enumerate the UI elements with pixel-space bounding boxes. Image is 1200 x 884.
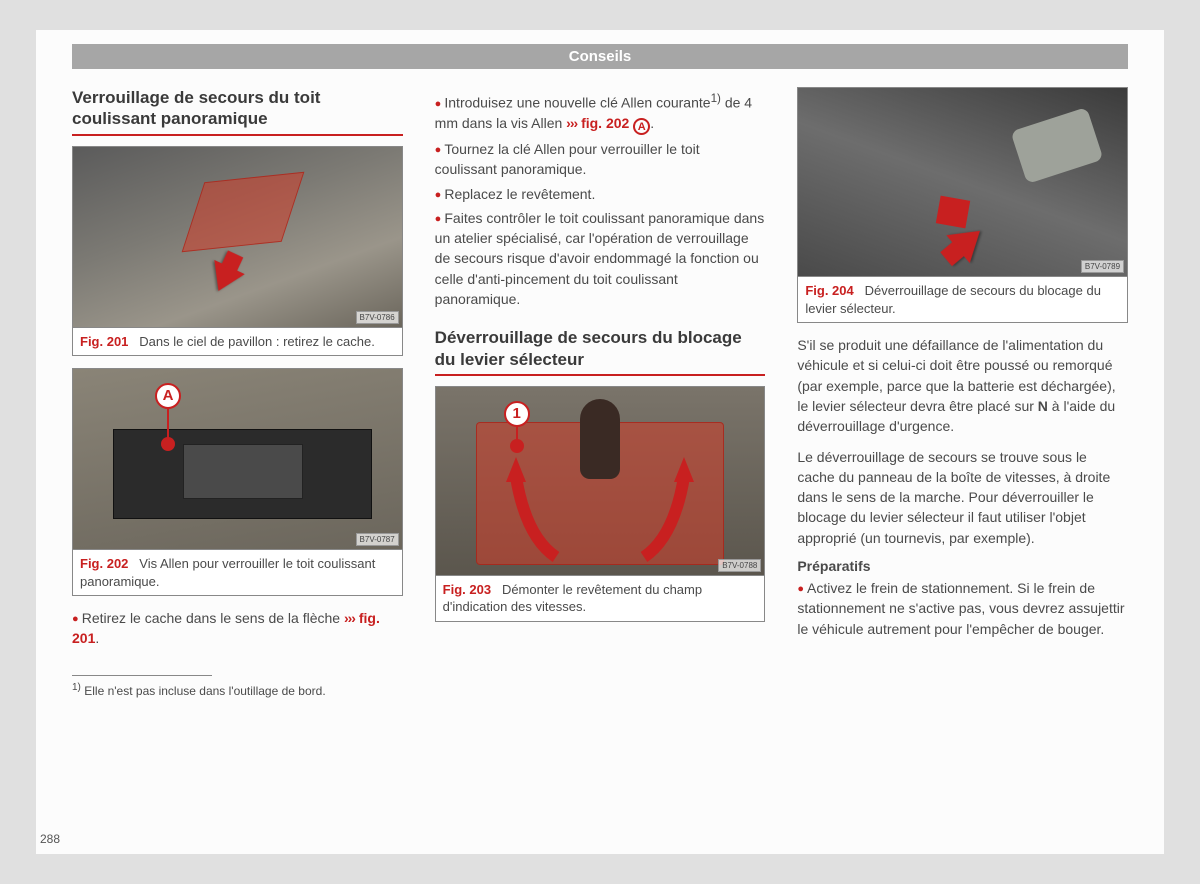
section-header: Conseils <box>72 44 1128 69</box>
content-columns: Verrouillage de secours du toit coulissa… <box>72 87 1128 698</box>
figure-203-image: 1 B7V-0788 <box>436 387 765 575</box>
col2-b1-ref: fig. 202 <box>581 115 629 131</box>
page-number: 288 <box>40 832 60 846</box>
figure-204-image: B7V-0789 <box>798 88 1127 276</box>
col3-subhead: Préparatifs <box>797 558 1128 574</box>
col2-bullet-4: Faites contrôler le toit coulissant pano… <box>435 208 766 309</box>
manual-page: Conseils Verrouillage de secours du toit… <box>36 30 1164 854</box>
col2-b1-marker: A <box>633 118 650 135</box>
figure-201: B7V-0786 Fig. 201 Dans le ciel de pavill… <box>72 146 403 357</box>
col2-bullet-1: Introduisez une nouvelle clé Allen coura… <box>435 91 766 135</box>
figure-202-label: Fig. 202 <box>80 556 128 571</box>
footnote-text: Elle n'est pas incluse dans l'outillage … <box>84 684 325 698</box>
col3-p1-bold: N <box>1038 398 1048 414</box>
figure-201-image: B7V-0786 <box>73 147 402 327</box>
gear-knob-icon <box>580 399 620 479</box>
figure-201-id: B7V-0786 <box>356 311 399 324</box>
figure-203-marker: 1 <box>504 401 530 427</box>
ref-arrow-icon: ››› <box>344 610 355 626</box>
figure-202-marker: A <box>155 383 181 409</box>
figure-201-label: Fig. 201 <box>80 334 128 349</box>
figure-203: 1 B7V-0788 Fig. 203 D <box>435 386 766 622</box>
col3-para-1: S'il se produit une défaillance de l'ali… <box>797 335 1128 436</box>
figure-202-id: B7V-0787 <box>356 533 399 546</box>
col3-para-2: Le déverrouillage de secours se trouve s… <box>797 447 1128 548</box>
figure-202-caption: Fig. 202 Vis Allen pour verrouiller le t… <box>73 549 402 595</box>
footnote-rule <box>72 675 212 676</box>
col1-bullet-1-text: Retirez le cache dans le sens de la flèc… <box>82 610 340 626</box>
figure-203-label: Fig. 203 <box>443 582 491 597</box>
col2-b1-sup: 1) <box>711 92 721 105</box>
column-1: Verrouillage de secours du toit coulissa… <box>72 87 403 698</box>
column-2: Introduisez une nouvelle clé Allen coura… <box>435 87 766 698</box>
col1-bullet-1: Retirez le cache dans le sens de la flèc… <box>72 608 403 649</box>
figure-201-caption: Fig. 201 Dans le ciel de pavillon : reti… <box>73 327 402 356</box>
section-title-2: Déverrouillage de secours du blocage du … <box>435 327 766 376</box>
figure-204-caption: Fig. 204 Déverrouillage de secours du bl… <box>798 276 1127 322</box>
figure-204-id: B7V-0789 <box>1081 260 1124 273</box>
figure-201-caption-text: Dans le ciel de pavillon : retirez le ca… <box>139 334 375 349</box>
figure-204: B7V-0789 Fig. 204 Déverrouillage de seco… <box>797 87 1128 323</box>
col3-bullet-1: Activez le frein de stationnement. Si le… <box>797 578 1128 639</box>
figure-204-label: Fig. 204 <box>805 283 853 298</box>
footnote: 1) Elle n'est pas incluse dans l'outilla… <box>72 682 403 698</box>
col2-b1-a: Introduisez une nouvelle clé Allen coura… <box>444 95 710 111</box>
ref-arrow-icon: ››› <box>566 115 577 131</box>
column-3: B7V-0789 Fig. 204 Déverrouillage de seco… <box>797 87 1128 698</box>
section-title-1: Verrouillage de secours du toit coulissa… <box>72 87 403 136</box>
figure-202-image: A B7V-0787 <box>73 369 402 549</box>
figure-203-id: B7V-0788 <box>718 559 761 572</box>
figure-202: A B7V-0787 Fig. 202 Vis Allen pour verro… <box>72 368 403 596</box>
figure-203-caption: Fig. 203 Démonter le revêtement du champ… <box>436 575 765 621</box>
col2-bullet-2: Tournez la clé Allen pour verrouiller le… <box>435 139 766 180</box>
col2-bullet-3: Replacez le revêtement. <box>435 184 766 204</box>
footnote-marker: 1) <box>72 682 81 693</box>
